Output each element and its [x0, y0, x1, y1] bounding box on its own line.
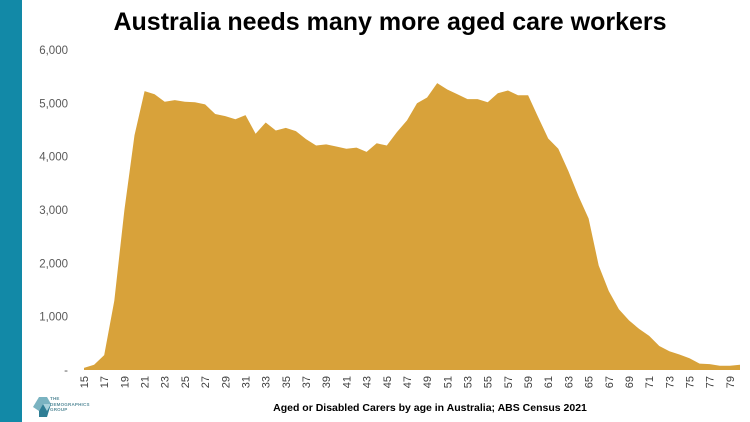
x-tick-label: 67: [604, 376, 616, 388]
y-axis: - 1,000 2,000 3,000 4,000 5,000 6,000: [39, 45, 68, 377]
y-tick-label: 2,000: [39, 258, 68, 270]
area-series: [84, 83, 740, 370]
x-tick-label: 65: [584, 376, 596, 388]
x-tick-label: 27: [200, 376, 212, 388]
x-tick-label: 33: [261, 376, 273, 388]
x-tick-label: 47: [402, 376, 414, 388]
x-tick-label: 15: [79, 376, 91, 388]
x-tick-label: 21: [140, 376, 152, 388]
x-tick-label: 63: [563, 376, 575, 388]
x-tick-label: 51: [442, 376, 454, 388]
chart-title: Australia needs many more aged care work…: [113, 8, 667, 36]
x-tick-label: 61: [543, 376, 555, 388]
x-tick-label: 59: [523, 376, 535, 388]
y-tick-label: 5,000: [39, 98, 68, 110]
x-tick-label: 39: [321, 376, 333, 388]
x-tick-label: 43: [362, 376, 374, 388]
y-tick-label: 1,000: [39, 312, 68, 324]
x-tick-label: 45: [382, 376, 394, 388]
x-tick-label: 69: [624, 376, 636, 388]
y-tick-label: -: [64, 365, 68, 377]
x-tick-label: 23: [160, 376, 172, 388]
y-tick-label: 3,000: [39, 205, 68, 217]
x-tick-label: 49: [422, 376, 434, 388]
x-tick-label: 55: [483, 376, 495, 388]
logo-text: THE DEMOGRAPHICS GROUP: [50, 396, 90, 412]
x-tick-label: 41: [341, 376, 353, 388]
x-tick-label: 35: [281, 376, 293, 388]
x-tick-label: 77: [705, 376, 717, 388]
x-tick-label: 71: [644, 376, 656, 388]
y-tick-label: 4,000: [39, 152, 68, 164]
x-tick-label: 25: [180, 376, 192, 388]
side-accent-bar: [0, 0, 22, 422]
x-tick-label: 75: [685, 376, 697, 388]
x-tick-label: 19: [119, 376, 131, 388]
x-tick-label: 53: [463, 376, 475, 388]
x-tick-label: 79: [725, 376, 737, 388]
x-tick-label: 29: [220, 376, 232, 388]
x-tick-label: 73: [664, 376, 676, 388]
y-tick-label: 6,000: [39, 45, 68, 57]
x-tick-label: 31: [240, 376, 252, 388]
footer-caption: Aged or Disabled Carers by age in Austra…: [273, 402, 587, 414]
x-tick-label: 17: [99, 376, 111, 388]
x-axis: 15 17 19 21 23 25 27 29 31 33 35 37 39 41 43 45 47 49 51 53…: [79, 376, 737, 388]
x-tick-label: 37: [301, 376, 313, 388]
x-tick-label: 57: [503, 376, 515, 388]
demographics-group-logo: [33, 397, 51, 417]
